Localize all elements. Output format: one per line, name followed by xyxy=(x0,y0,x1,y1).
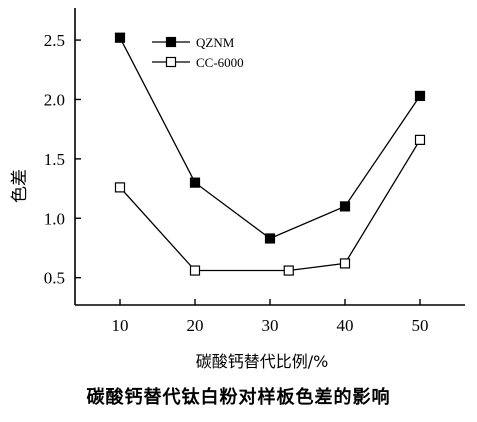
x-axis-ticks: 10 20 30 40 50 xyxy=(112,299,429,335)
series-line-cc-6000 xyxy=(119,139,421,272)
data-point-qznm xyxy=(189,177,201,188)
line-chart: 0.5 1.0 1.5 2.0 2.5 10 20 30 40 50 QZNM CC-6000 色… xyxy=(10,8,465,371)
legend-marker xyxy=(165,36,177,48)
x-tick-label: 50 xyxy=(412,316,429,335)
data-point-cc-6000 xyxy=(339,258,351,269)
legend-label: CC-6000 xyxy=(196,55,244,70)
y-tick-label: 1.5 xyxy=(44,150,65,169)
x-axis-label: 碳酸钙替代比例/% xyxy=(196,352,329,371)
y-tick-label: 0.5 xyxy=(44,269,65,288)
x-tick-label: 10 xyxy=(112,316,129,335)
series-line-qznm xyxy=(119,37,421,240)
legend-marker xyxy=(165,56,177,68)
x-tick-label: 40 xyxy=(337,316,354,335)
y-tick-label: 2.5 xyxy=(44,31,65,50)
data-point-qznm xyxy=(264,233,276,244)
data-point-cc-6000 xyxy=(414,134,426,145)
x-tick-label: 30 xyxy=(262,316,279,335)
x-tick-label: 20 xyxy=(187,316,204,335)
y-tick-label: 1.0 xyxy=(44,209,65,228)
y-axis-label: 色差 xyxy=(10,169,30,203)
chart-axes xyxy=(74,8,465,306)
data-point-cc-6000 xyxy=(114,182,126,193)
legend-label: QZNM xyxy=(196,35,235,50)
data-point-qznm xyxy=(339,201,351,212)
chart-legend: QZNM CC-6000 xyxy=(152,35,244,70)
y-axis-ticks: 0.5 1.0 1.5 2.0 2.5 xyxy=(44,31,81,288)
data-point-qznm xyxy=(114,32,126,43)
y-tick-label: 2.0 xyxy=(44,90,65,109)
series-points xyxy=(114,32,426,276)
data-point-cc-6000 xyxy=(189,265,201,276)
data-point-cc-6000 xyxy=(283,265,294,276)
chart-title: 碳酸钙替代钛白粉对样板色差的影响 xyxy=(86,387,391,408)
data-point-qznm xyxy=(414,90,426,102)
